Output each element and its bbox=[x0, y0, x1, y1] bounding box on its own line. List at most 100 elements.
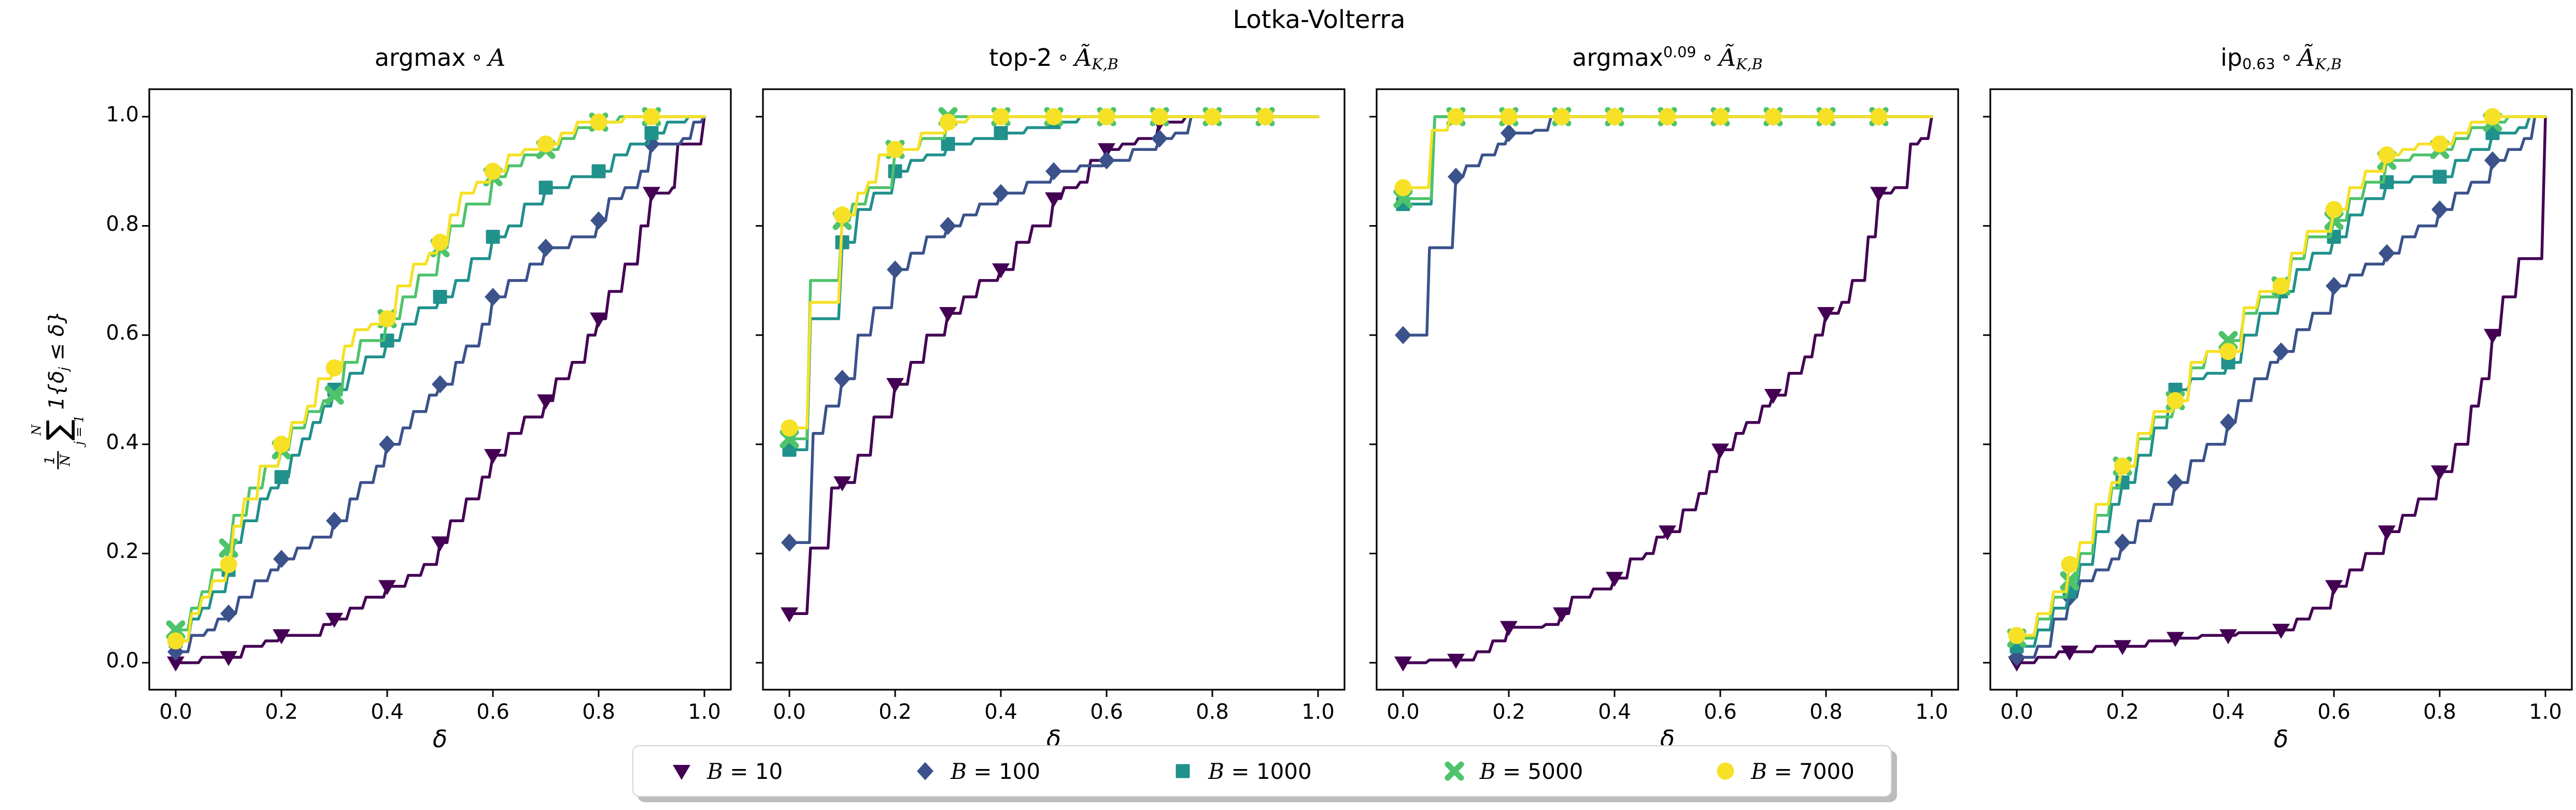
circle-marker bbox=[167, 632, 185, 650]
triangle-down-marker bbox=[833, 476, 851, 492]
x-tick-label: 0.6 bbox=[1704, 700, 1737, 724]
circle-marker bbox=[781, 419, 798, 437]
circle-marker bbox=[1045, 108, 1063, 125]
title-part: ip bbox=[2220, 44, 2243, 72]
diamond-marker bbox=[432, 375, 448, 394]
legend-label-value: = 100 bbox=[967, 758, 1041, 784]
diamond-marker bbox=[834, 369, 851, 388]
panel-title-ip063-AKB: ip0.63 ∘ ÃK,B bbox=[1990, 44, 2572, 73]
circle-marker bbox=[2008, 626, 2026, 644]
diamond-marker bbox=[917, 762, 934, 780]
x-tick-label: 0.2 bbox=[1492, 700, 1525, 724]
triangle-down-marker bbox=[378, 580, 396, 595]
diamond-marker bbox=[2484, 151, 2501, 170]
diamond-marker bbox=[2220, 413, 2237, 432]
diamond-marker bbox=[537, 239, 554, 257]
x-tick-label: 0.4 bbox=[371, 700, 404, 724]
triangle-down-marker bbox=[2272, 623, 2290, 639]
title-part: ∘ bbox=[1057, 46, 1070, 69]
axes-spines bbox=[1376, 88, 1959, 691]
circle-marker bbox=[1606, 108, 1623, 125]
circle-marker bbox=[1204, 108, 1221, 125]
diamond-marker bbox=[590, 211, 607, 230]
series-line-B = 10 bbox=[174, 115, 706, 664]
circle-marker bbox=[378, 310, 396, 328]
triangle-down-marker bbox=[1711, 443, 1729, 459]
x-tick-label: 0.4 bbox=[1598, 700, 1631, 724]
circle-marker bbox=[643, 108, 660, 125]
x-tick-label: 0.0 bbox=[159, 700, 192, 724]
diamond-marker bbox=[1151, 129, 1168, 148]
circle-marker bbox=[1764, 108, 1782, 125]
triangle-down-marker bbox=[484, 449, 502, 464]
diamond-marker bbox=[220, 604, 237, 623]
series-line-B = 100 bbox=[174, 115, 706, 653]
legend-label-var: B bbox=[1751, 758, 1767, 784]
triangle-down-marker bbox=[886, 378, 904, 393]
triangle-down-marker bbox=[673, 765, 690, 780]
circle-marker bbox=[431, 233, 449, 251]
circle-marker bbox=[2167, 392, 2184, 410]
x-tick-label: 0.4 bbox=[984, 700, 1017, 724]
figure-title: Lotka-Volterra bbox=[1233, 5, 1406, 34]
legend-item-5000: B = 5000 bbox=[1442, 759, 1583, 784]
series-line-B = 5000 bbox=[174, 115, 706, 632]
triangle-down-marker bbox=[2484, 329, 2501, 344]
triangle-down-marker bbox=[537, 394, 555, 410]
x-axis-label: δ bbox=[2273, 725, 2289, 753]
x-axis-label: δ bbox=[432, 725, 448, 753]
title-part: Ã bbox=[2298, 44, 2315, 72]
x-marker bbox=[324, 385, 344, 405]
diamond-marker bbox=[379, 435, 395, 454]
triangle-down-marker bbox=[1045, 192, 1063, 207]
diamond-marker bbox=[326, 511, 343, 530]
triangle-down-marker bbox=[273, 629, 290, 645]
square-marker bbox=[644, 126, 659, 141]
legend-label-var: B bbox=[951, 758, 967, 784]
y-tick-label: 0.6 bbox=[106, 321, 139, 345]
y-tick-label: 0.4 bbox=[106, 430, 139, 454]
triangle-down-marker bbox=[325, 612, 343, 628]
panel-top2-AKB bbox=[756, 88, 1346, 697]
series-line-B = 100 bbox=[1402, 115, 1933, 337]
series-line-B = 7000 bbox=[2015, 115, 2547, 637]
x-legend-icon bbox=[1445, 761, 1464, 781]
legend-label-var: B bbox=[1479, 758, 1496, 784]
title-part: 0.63 bbox=[2242, 55, 2275, 73]
circle-marker bbox=[1098, 108, 1115, 125]
axes-spines bbox=[1989, 88, 2573, 691]
circle-marker bbox=[939, 114, 957, 131]
title-part: ∘ bbox=[1701, 46, 1714, 69]
x-marker bbox=[2060, 571, 2079, 591]
triangle-down-marker bbox=[2061, 645, 2078, 661]
x-tick-label: 0.0 bbox=[1386, 700, 1420, 724]
triangle-down-marker bbox=[167, 657, 185, 672]
diamond-marker bbox=[1098, 151, 1115, 170]
circle-marker bbox=[2219, 343, 2237, 360]
triangle-down-marker bbox=[1606, 571, 1623, 587]
triangle-down-marker bbox=[1394, 657, 1412, 672]
title-part: K,B bbox=[2315, 55, 2342, 73]
x-tick-label: 0.2 bbox=[265, 700, 298, 724]
x-tick-label: 0.6 bbox=[2317, 700, 2351, 724]
x-tick-label: 0.0 bbox=[2000, 700, 2033, 724]
circle-marker bbox=[2114, 457, 2131, 475]
triangle-down-marker bbox=[992, 263, 1010, 278]
square-marker bbox=[274, 470, 289, 484]
circle-marker bbox=[2431, 135, 2448, 153]
triangle-down-marker bbox=[1870, 187, 1888, 202]
circle-marker bbox=[220, 555, 237, 573]
legend-item-100: B = 100 bbox=[913, 759, 1040, 784]
triangle-down-marker bbox=[781, 607, 798, 623]
y-tick-label: 0.2 bbox=[106, 539, 139, 564]
series-line-B = 5000 bbox=[2015, 115, 2547, 640]
diamond-marker bbox=[273, 550, 290, 568]
title-part: Ã bbox=[1719, 44, 1736, 72]
triangle-down-marker bbox=[1659, 525, 1676, 541]
legend-label: B = 7000 bbox=[1751, 759, 1855, 784]
circle-marker bbox=[1711, 108, 1729, 125]
circle-marker bbox=[2378, 146, 2396, 164]
x-tick-label: 0.6 bbox=[1090, 700, 1123, 724]
x-tick-label: 0.8 bbox=[1809, 700, 1843, 724]
